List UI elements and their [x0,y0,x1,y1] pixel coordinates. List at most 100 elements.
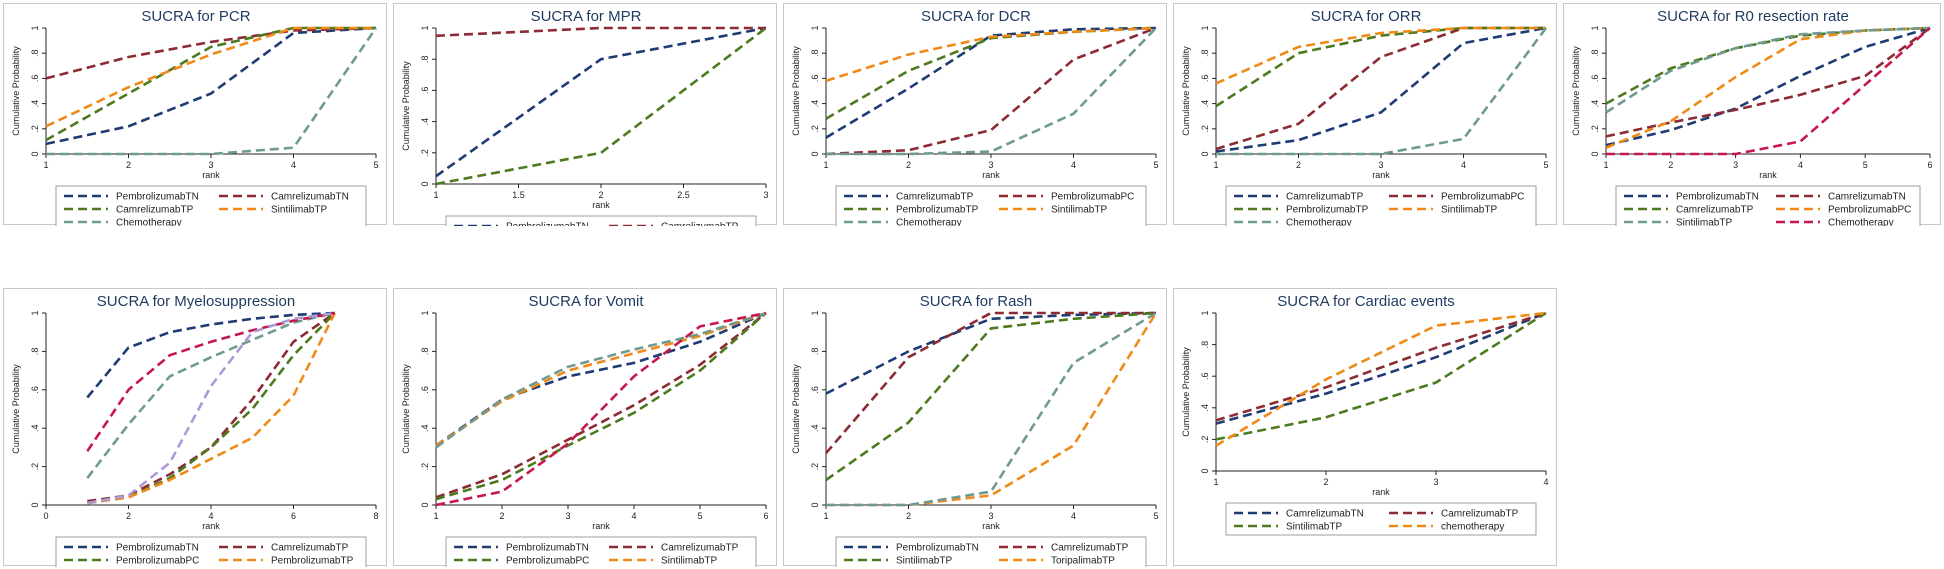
x-tick-label: 6 [291,511,296,521]
legend-label: PembrolizumabTP [1286,205,1369,216]
x-tick-label: 4 [1071,160,1076,170]
x-tick-label: 1.5 [512,190,525,200]
y-tick-label: 0 [30,502,40,507]
y-tick-label: 1 [1590,25,1600,30]
series-line-chemotherapy [826,311,1157,507]
chart-panel-sucra-for-vomit: SUCRA for Vomit 0 .2 .4 .6 .8 1 1 2 3 4 5 6 rank Cumul… [393,288,777,567]
x-tick-label: 2.5 [677,190,690,200]
x-tick-label: 5 [1543,160,1548,170]
y-tick-label: .6 [810,386,820,394]
legend-label: CamrelizumabTN [1828,192,1906,203]
series-line-sintilimabtp [1215,311,1547,441]
series-line-chemotherapy [826,27,1157,156]
legend-label: SintilimabTP [1286,522,1342,533]
y-tick-label: .6 [420,386,430,394]
series-line-chemotherapy [435,311,767,507]
y-axis-label: Cumulative Probability [791,46,801,136]
legend-label: SintilimabTP [1676,218,1732,227]
series-line-pembrolizumabtn [825,311,1157,395]
x-tick-label: 2 [598,190,603,200]
x-tick-label: 4 [291,160,296,170]
series-line-chemotherapy [435,26,767,186]
legend-label: PembrolizumabPC [116,556,199,567]
legend-label: CamrelizumabTP [661,222,739,227]
chart-title: SUCRA for R0 resection rate [1657,8,1849,25]
y-tick-label: .2 [1590,125,1600,133]
x-tick-label: 3 [1733,160,1738,170]
series-line-camrelizumabtn [45,26,377,80]
x-tick-label: 5 [1863,160,1868,170]
series-line-pembrolizumabtn [435,311,767,447]
y-tick-label: .4 [420,424,430,432]
x-tick-label: 3 [208,160,213,170]
y-tick-label: .6 [420,87,430,95]
chart-svg: SUCRA for MPR 0 .2 .4 .6 .8 1 1 1.5 2 2.5 3 rank Cumu… [401,8,769,227]
x-tick-label: 5 [1153,511,1158,521]
y-tick-label: .4 [420,118,430,126]
x-tick-label: 5 [1153,160,1158,170]
series-line-pembrolizumabtp [1215,26,1546,108]
legend-label: CamrelizumabTP [271,543,349,554]
y-tick-label: .6 [1200,372,1210,380]
y-tick-label: 1 [810,310,820,315]
x-tick-label: 1 [1213,160,1218,170]
legend-box [445,536,757,567]
legend-label: ToripalimabTP [1051,556,1115,567]
y-tick-label: 1 [1200,25,1210,30]
series-line-camrelizumabtp [435,311,767,499]
x-tick-label: 4 [208,511,213,521]
series-line-sintilimabtp [45,26,376,128]
x-axis-label: rank [982,170,1000,180]
y-axis-label: Cumulative Probability [11,46,21,136]
legend-label: chemotherapy [1441,522,1504,533]
x-tick-label: 3 [988,511,993,521]
chart-panel-sucra-for-cardiac-events: SUCRA for Cardiac events 0 .2 .4 .6 .8 1 1 2 3 4 ra… [1173,288,1557,566]
legend-label: PembrolizumabPC [1441,192,1524,203]
y-tick-label: .8 [30,348,40,356]
legend-box [55,536,367,567]
y-tick-label: .8 [1590,49,1600,57]
legend-label: PembrolizumabTN [116,192,199,203]
chart-title: SUCRA for Rash [920,293,1033,310]
x-tick-label: 2 [1296,160,1301,170]
series-line-chemotherapy [1215,311,1547,447]
y-tick-label: .6 [1590,75,1600,83]
y-tick-label: 0 [420,181,430,186]
y-axis-label: Cumulative Probability [11,364,21,454]
x-axis-label: rank [592,521,610,531]
y-tick-label: 1 [30,310,40,315]
y-tick-label: 1 [30,25,40,30]
y-tick-label: .8 [420,348,430,356]
series-line-pembrolizumabpc [1215,26,1546,151]
legend-label: Chemotherapy [116,218,182,227]
chart-panel-sucra-for-pcr: SUCRA for PCR 0 .2 .4 .6 .8 1 1 2 3 4 5 rank Cumulati… [3,3,387,227]
series-line-pembrolizumabtn [86,311,335,399]
x-tick-label: 1 [433,511,438,521]
y-tick-label: .8 [810,348,820,356]
series-line-pembrolizumabtn [1605,26,1931,147]
legend-label: PembrolizumabTN [116,543,199,554]
y-tick-label: 0 [1590,151,1600,156]
y-tick-label: 0 [30,151,40,156]
y-tick-label: .6 [30,75,40,83]
series-line-toripalimabtp [435,311,767,449]
x-tick-label: 2 [126,511,131,521]
x-axis-label: rank [1759,170,1777,180]
y-tick-label: 0 [1200,151,1210,156]
series-line-camrelizumabtp [1215,311,1547,422]
legend-box [835,536,1147,567]
x-tick-label: 1 [43,160,48,170]
legend-box [445,215,757,226]
series-line-camrelizumabtp [825,311,1156,455]
legend-label: Chemotherapy [896,218,962,227]
y-tick-label: .4 [30,100,40,108]
series-line-sintilimabtp [1215,26,1546,85]
chart-title: SUCRA for Vomit [528,293,644,310]
x-tick-label: 2 [906,511,911,521]
x-axis-label: rank [592,200,610,210]
legend-box [835,185,1147,226]
legend-label: CamrelizumabTP [116,205,194,216]
legend-label: CamrelizumabTP [896,192,974,203]
x-tick-label: 2 [1323,477,1328,487]
x-tick-label: 4 [1798,160,1803,170]
